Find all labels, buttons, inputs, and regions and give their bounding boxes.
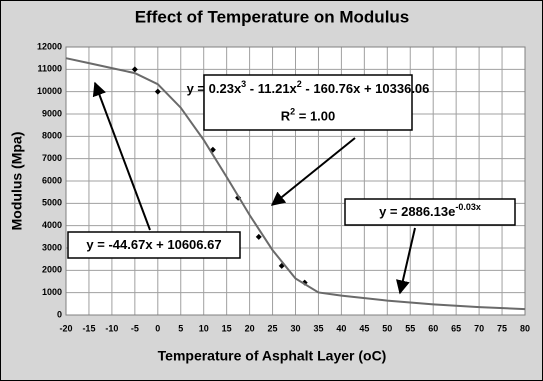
x-axis-label: Temperature of Asphalt Layer (oC) xyxy=(158,348,387,364)
y-tick-label: 10000 xyxy=(37,86,62,96)
annotation-box xyxy=(203,74,413,131)
annotation-text: y = 0.23x3 - 11.21x2 - 160.76x + 10336.0… xyxy=(187,79,430,96)
y-tick-label: 1000 xyxy=(42,287,62,297)
y-tick-label: 11000 xyxy=(37,64,62,74)
y-tick-label: 3000 xyxy=(42,242,62,252)
annotation-part: - 11.21x xyxy=(246,81,297,96)
annotation-part: y = 0.23x xyxy=(187,81,242,96)
x-tick-label: 5 xyxy=(178,323,183,333)
x-tick-label: -5 xyxy=(131,323,139,333)
x-tick-label: 25 xyxy=(268,323,278,333)
data-point xyxy=(131,66,138,73)
y-tick-label: 9000 xyxy=(42,108,62,118)
superscript: 2 xyxy=(290,107,295,117)
x-tick-label: 45 xyxy=(359,323,369,333)
y-axis-label: Modulus (Mpa) xyxy=(9,132,25,231)
x-tick-label: 80 xyxy=(520,323,530,333)
x-tick-label: 60 xyxy=(428,323,438,333)
x-tick-label: -15 xyxy=(82,323,95,333)
x-tick-label: 70 xyxy=(474,323,484,333)
x-tick-label: 20 xyxy=(245,323,255,333)
plot-border xyxy=(65,46,526,316)
data-point xyxy=(154,88,161,95)
annotation-arrow xyxy=(396,227,416,295)
x-tick-label: 10 xyxy=(199,323,209,333)
fit-line xyxy=(65,57,526,311)
x-tick-label: 35 xyxy=(313,323,323,333)
x-tick-label: -10 xyxy=(105,323,118,333)
y-tick-label: 5000 xyxy=(42,198,62,208)
chart-title: Effect of Temperature on Modulus xyxy=(135,7,410,26)
data-point xyxy=(255,233,262,240)
annotation-text: y = 2886.13e-0.03x xyxy=(379,202,481,219)
y-tick-label: 4000 xyxy=(42,220,62,230)
annotation-box xyxy=(344,198,516,226)
annotation-part: y = -44.67x + 10606.67 xyxy=(86,237,221,252)
x-tick-label: 30 xyxy=(290,323,300,333)
y-tick-label: 2000 xyxy=(42,265,62,275)
annotation-arrow xyxy=(92,81,151,231)
x-tick-label: 55 xyxy=(405,323,415,333)
superscript: 3 xyxy=(241,79,246,89)
superscript: -0.03x xyxy=(455,202,481,212)
y-tick-label: 8000 xyxy=(42,131,62,141)
x-tick-label: 65 xyxy=(451,323,461,333)
y-tick-label: 7000 xyxy=(42,153,62,163)
x-tick-label: 0 xyxy=(155,323,160,333)
y-tick-label: 12000 xyxy=(37,41,62,51)
annotation-box xyxy=(67,231,241,259)
annotation-part: = 1.00 xyxy=(295,109,335,124)
x-tick-label: 40 xyxy=(336,323,346,333)
y-tick-label: 6000 xyxy=(42,175,62,185)
annotation-text: R2 = 1.00 xyxy=(281,107,336,124)
x-tick-label: 15 xyxy=(222,323,232,333)
annotation-text: y = -44.67x + 10606.67 xyxy=(86,237,221,252)
x-tick-label: 75 xyxy=(497,323,507,333)
y-tick-label: 0 xyxy=(57,309,62,319)
x-tick-label: 50 xyxy=(382,323,392,333)
superscript: 2 xyxy=(297,79,302,89)
annotation-part: - 160.76x + 10336.06 xyxy=(302,81,430,96)
x-tick-label: -20 xyxy=(59,323,72,333)
annotation-part: R xyxy=(281,109,291,124)
annotation-arrow xyxy=(270,137,356,206)
annotation-part: y = 2886.13e xyxy=(379,204,455,219)
